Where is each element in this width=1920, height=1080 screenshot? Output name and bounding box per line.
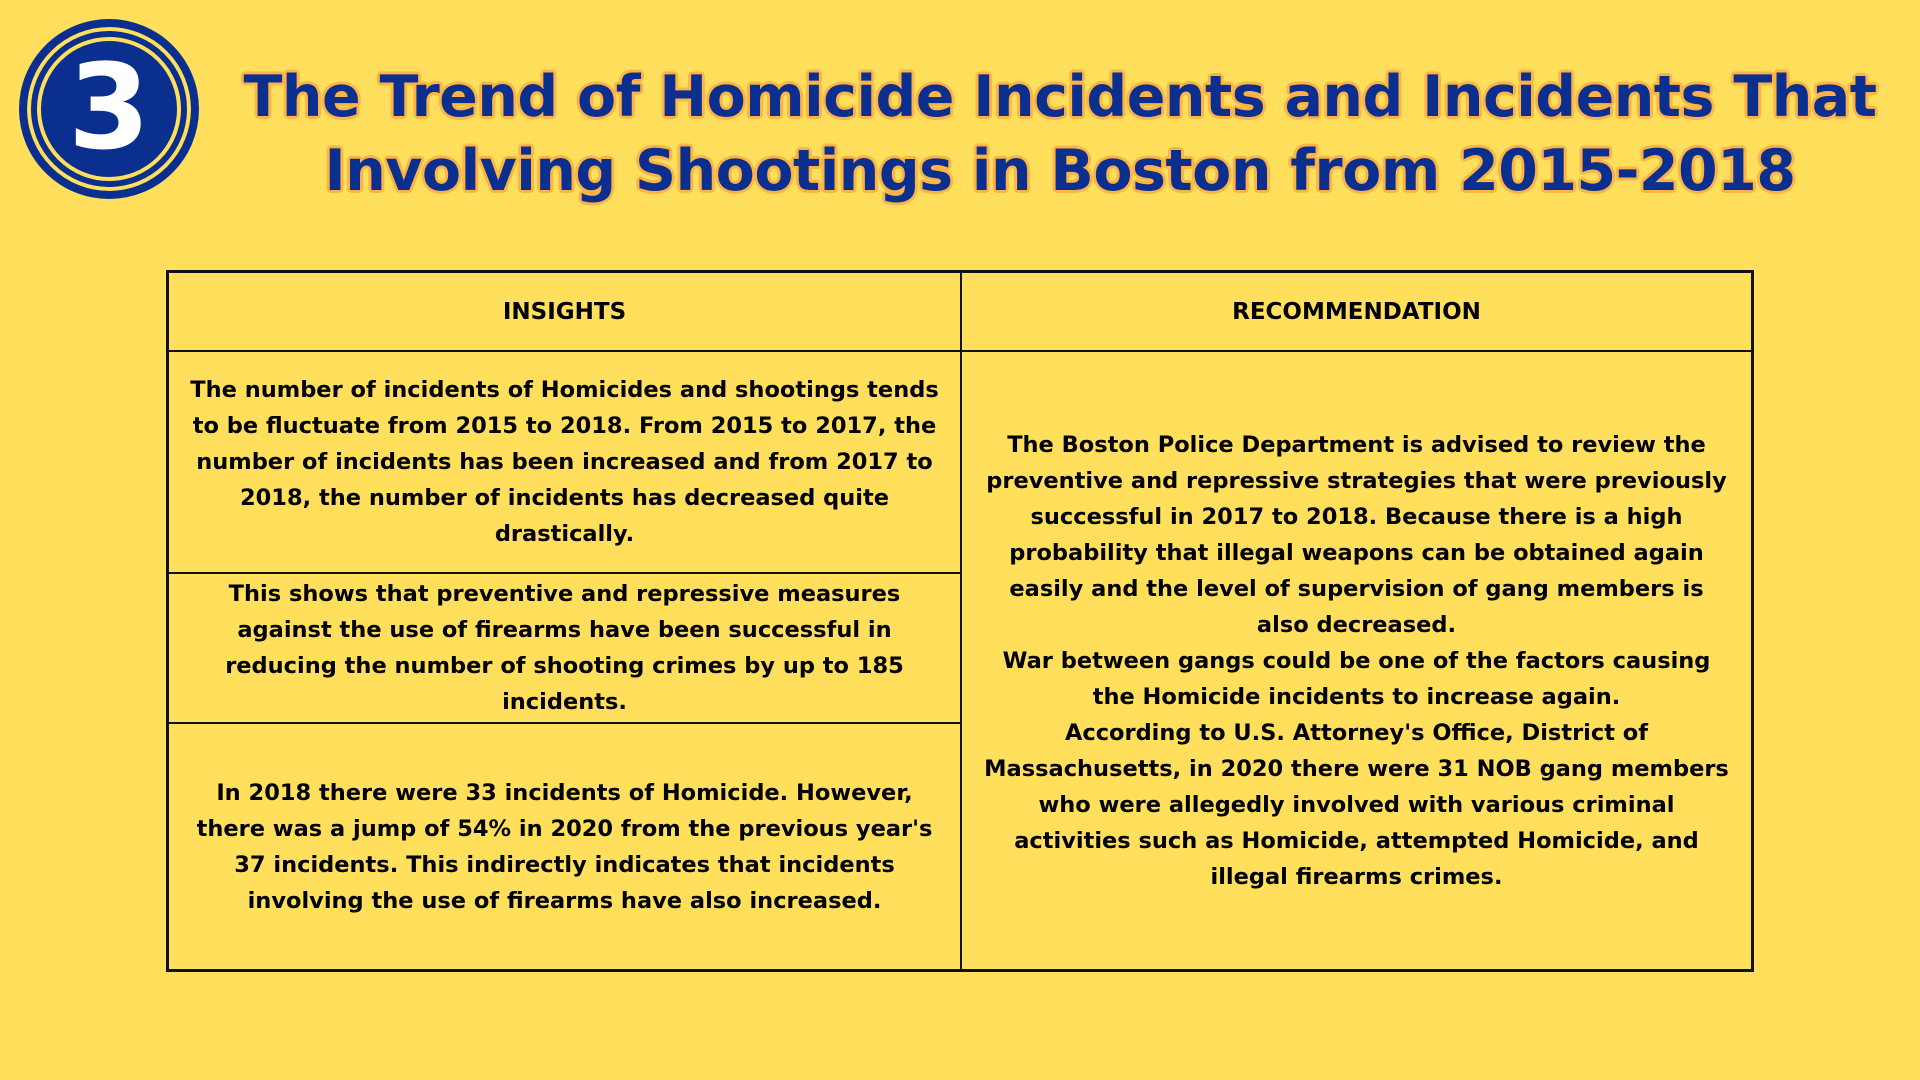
- badge-ring: [37, 37, 181, 181]
- header-divider: [169, 350, 1751, 352]
- header-recommendation: RECOMMENDATION: [1232, 298, 1481, 325]
- row-divider-1: [169, 572, 960, 574]
- insight-text-2: This shows that preventive and repressiv…: [225, 581, 904, 715]
- insight-text-3: In 2018 there were 33 incidents of Homic…: [196, 779, 933, 914]
- insight-text-1: The number of incidents of Homicides and…: [190, 377, 939, 547]
- number-badge: 3: [23, 23, 195, 195]
- insights-table: INSIGHTS RECOMMENDATION The number of in…: [166, 270, 1754, 972]
- recommendation-paragraph-3: According to U.S. Attorney's Office, Dis…: [984, 719, 1729, 890]
- page-title-line-1: The Trend of Homicide Incidents and Inci…: [243, 64, 1877, 130]
- recommendation-paragraph-1: The Boston Police Department is advised …: [986, 431, 1727, 638]
- recommendation-paragraph-2: War between gangs could be one of the fa…: [1002, 647, 1711, 710]
- recommendation-text: The Boston Police Department is advised …: [980, 427, 1733, 895]
- recommendation-cell: The Boston Police Department is advised …: [962, 352, 1751, 969]
- header-insights: INSIGHTS: [502, 298, 627, 325]
- insight-cell-2: This shows that preventive and repressiv…: [169, 574, 960, 722]
- row-divider-2: [169, 722, 960, 724]
- page-title: The Trend of Homicide Incidents and Inci…: [210, 60, 1910, 208]
- insight-cell-3: In 2018 there were 33 incidents of Homic…: [169, 724, 960, 969]
- insight-cell-1: The number of incidents of Homicides and…: [169, 352, 960, 572]
- badge-number: 3: [67, 38, 151, 176]
- page-title-line-2: Involving Shootings in Boston from 2015-…: [324, 138, 1796, 204]
- column-divider: [960, 273, 962, 969]
